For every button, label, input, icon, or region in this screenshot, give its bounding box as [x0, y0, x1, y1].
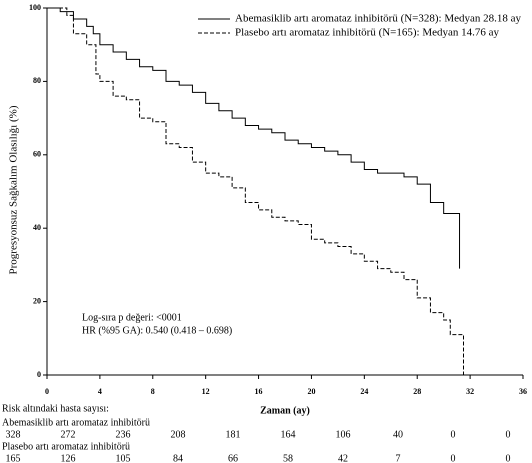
x-tick-label: 20: [307, 387, 315, 396]
risk-count: 106: [336, 429, 351, 440]
y-tick-label: 80: [33, 76, 41, 85]
risk-count: 66: [228, 453, 238, 463]
x-tick-label: 8: [151, 387, 155, 396]
risk-count: 105: [116, 453, 131, 463]
risk-count: 0: [506, 453, 511, 463]
risk-count: 126: [61, 453, 76, 463]
y-tick-label: 20: [33, 296, 41, 305]
y-tick-label: 100: [29, 3, 41, 12]
risk-count: 208: [171, 429, 186, 440]
x-tick-label: 4: [98, 387, 102, 396]
risk-count: 40: [393, 429, 403, 440]
annotation: Log-sıra p değeri: <0001: [82, 312, 182, 323]
x-tick-label: 36: [519, 387, 527, 396]
risk-row-label: Abemasiklib artı aromataz inhibitörü: [2, 417, 150, 428]
x-tick-label: 24: [360, 387, 368, 396]
risk-count: 272: [61, 429, 76, 440]
risk-count: 165: [6, 453, 21, 463]
risk-count: 42: [338, 453, 348, 463]
y-tick-label: 60: [33, 150, 41, 159]
risk-count: 0: [451, 429, 456, 440]
risk-table-title: Risk altındaki hasta sayısı:: [2, 403, 109, 414]
x-tick-label: 16: [255, 387, 263, 396]
legend-label: Abemasiklib artı aromataz inhibitörü (N=…: [235, 13, 522, 25]
x-tick-label: 28: [413, 387, 421, 396]
x-tick-label: 0: [45, 387, 49, 396]
km-curve: [47, 7, 461, 269]
risk-count: 181: [226, 429, 241, 440]
y-tick-label: 0: [37, 370, 41, 379]
risk-row-label: Plasebo artı aromataz inhibitörü: [2, 441, 130, 452]
x-tick-label: 12: [202, 387, 210, 396]
y-tick-label: 40: [33, 223, 41, 232]
km-curve: [47, 7, 464, 375]
y-axis-label: Progresyonsuz Sağkalım Olasılığı (%): [8, 105, 20, 274]
risk-count: 7: [396, 453, 401, 463]
x-axis-label: Zaman (ay): [260, 405, 310, 416]
risk-count: 58: [283, 453, 293, 463]
risk-count: 236: [116, 429, 131, 440]
x-tick-label: 32: [466, 387, 474, 396]
risk-count: 84: [173, 453, 183, 463]
annotation: HR (%95 GA): 0.540 (0.418 – 0.698): [82, 325, 232, 336]
legend-label: Plasebo artı aromataz inhibitörü (N=165)…: [235, 27, 500, 39]
risk-count: 164: [281, 429, 296, 440]
risk-count: 0: [506, 429, 511, 440]
risk-count: 0: [451, 453, 456, 463]
risk-count: 328: [6, 429, 21, 440]
